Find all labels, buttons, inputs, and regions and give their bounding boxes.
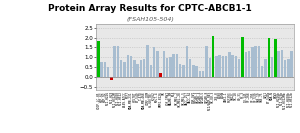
Bar	[130, 56, 132, 77]
Bar	[202, 71, 204, 77]
Bar	[192, 65, 195, 77]
Text: Protein Array Results for CPTC-ABCB1-1: Protein Array Results for CPTC-ABCB1-1	[48, 4, 252, 13]
Bar	[169, 57, 172, 77]
Bar	[215, 56, 218, 77]
Bar	[235, 56, 237, 77]
Bar	[268, 38, 270, 77]
Bar	[261, 66, 263, 77]
Bar	[278, 51, 280, 77]
Bar	[107, 67, 110, 77]
Bar	[179, 64, 182, 77]
Bar	[218, 55, 221, 77]
Bar	[153, 47, 155, 77]
Bar	[100, 62, 103, 77]
Bar	[290, 51, 293, 77]
Bar	[136, 64, 139, 77]
Bar	[212, 36, 214, 77]
Bar	[143, 59, 146, 77]
Bar	[238, 59, 241, 77]
Bar	[156, 51, 158, 77]
Text: (FSAH105-504): (FSAH105-504)	[126, 17, 174, 22]
Bar	[186, 46, 188, 77]
Bar	[222, 56, 224, 77]
Bar	[133, 60, 136, 77]
Bar	[254, 46, 257, 77]
Bar	[117, 46, 119, 77]
Bar	[251, 47, 254, 77]
Bar	[140, 60, 142, 77]
Bar	[149, 65, 152, 77]
Bar	[182, 65, 185, 77]
Bar	[208, 58, 211, 77]
Bar	[195, 66, 198, 77]
Bar	[103, 62, 106, 77]
Bar	[225, 56, 227, 77]
Bar	[199, 71, 201, 77]
Bar	[163, 51, 165, 77]
Bar	[110, 77, 112, 80]
Bar	[271, 57, 273, 77]
Bar	[189, 59, 191, 77]
Bar	[274, 39, 277, 77]
Bar	[264, 59, 267, 77]
Bar	[258, 46, 260, 77]
Bar	[287, 59, 290, 77]
Bar	[232, 55, 234, 77]
Bar	[280, 50, 283, 77]
Bar	[241, 37, 244, 77]
Bar	[123, 62, 126, 77]
Bar	[228, 52, 231, 77]
Bar	[146, 45, 149, 77]
Bar	[248, 51, 250, 77]
Bar	[244, 52, 247, 77]
Bar	[159, 73, 162, 77]
Bar	[176, 54, 178, 77]
Bar	[205, 46, 208, 77]
Bar	[127, 55, 129, 77]
Bar	[97, 41, 100, 77]
Bar	[172, 54, 175, 77]
Bar	[120, 60, 122, 77]
Bar	[113, 46, 116, 77]
Bar	[166, 58, 168, 77]
Bar	[284, 60, 286, 77]
